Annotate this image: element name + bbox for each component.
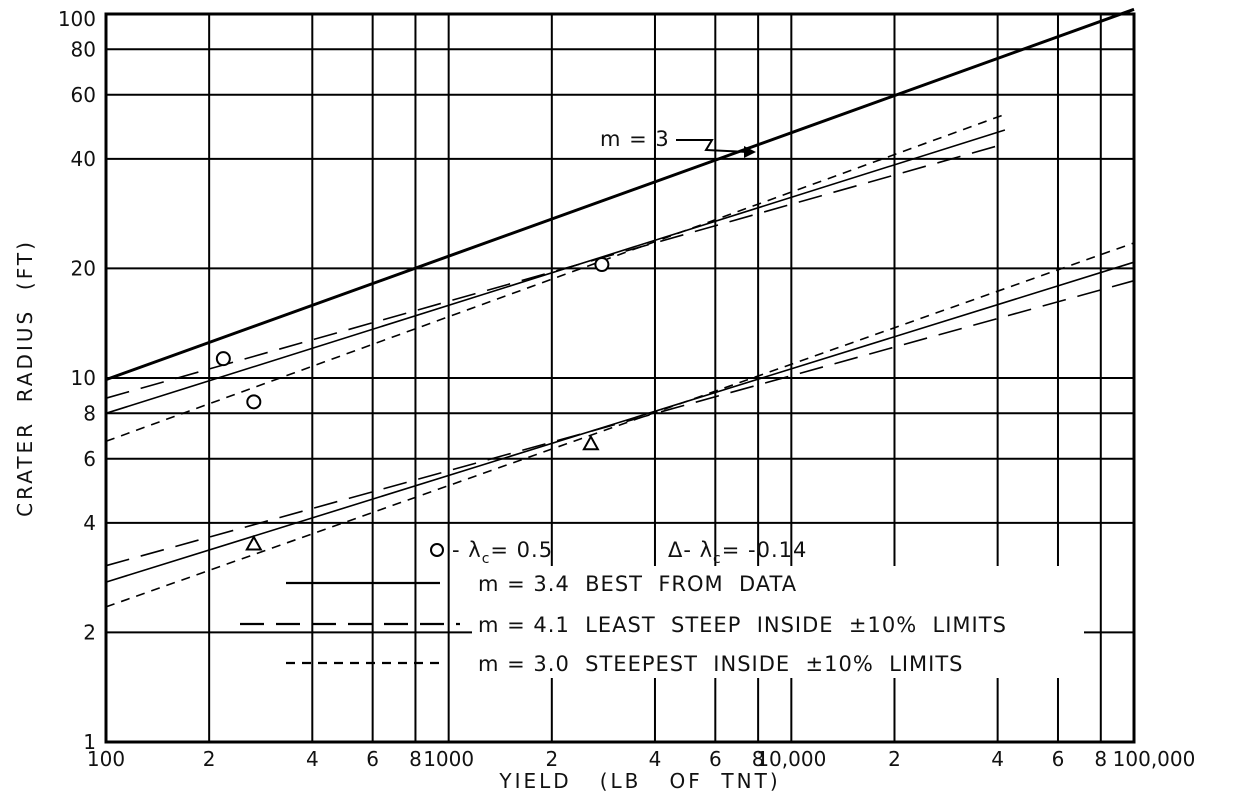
x-tick-label-14: 8 [1094, 747, 1107, 771]
legend-long-dash-text: m = 4.1 LEAST STEEP INSIDE ±10% LIMITS [478, 613, 1007, 637]
x-tick-label-2: 4 [306, 747, 319, 771]
point-triangle-4 [582, 434, 600, 451]
y-tick-label-7: 40 [71, 147, 96, 171]
x-tick-label-12: 4 [991, 747, 1004, 771]
series-line-2-long-dash [105, 143, 1006, 399]
legend-solid-text: m = 3.4 BEST FROM DATA [478, 572, 797, 596]
point-circle-2 [594, 257, 610, 273]
x-tick-label-10: 10,000 [756, 747, 826, 771]
legend-short-dash-text: m = 3.0 STEEPEST INSIDE ±10% LIMITS [478, 652, 964, 676]
legend-text-background [472, 566, 1084, 678]
y-tick-label-2: 4 [83, 511, 96, 535]
x-tick-label-13: 6 [1052, 747, 1065, 771]
series-lines [105, 7, 1135, 608]
x-tick-label-5: 1000 [423, 747, 474, 771]
point-circle-0 [215, 351, 231, 367]
x-axis-title: YIELD (LB OF TNT) [498, 769, 780, 793]
annotation-m3: m = 3 [600, 127, 670, 151]
y-tick-label-10: 100 [58, 7, 96, 31]
x-tick-label-11: 2 [888, 747, 901, 771]
y-tick-label-0: 1 [83, 730, 96, 754]
point-triangle-3 [245, 534, 263, 551]
x-tick-labels: 100 2 4 6 8 1000 2 4 6 810,000 2 4 6 8 100,000 [87, 747, 1195, 771]
plot-frame [104, 12, 1136, 744]
annotation-arrow [676, 139, 749, 153]
annotation-arrowhead [744, 146, 756, 158]
y-tick-label-9: 80 [71, 37, 96, 61]
series-line-0-solid [105, 7, 1135, 382]
x-tick-label-9: 8 [752, 747, 765, 771]
y-tick-label-8: 60 [71, 83, 96, 107]
x-tick-label-4: 8 [409, 747, 422, 771]
x-tick-label-15: 100,000 [1113, 747, 1196, 771]
y-tick-label-6: 20 [71, 256, 96, 280]
point-circle-1 [246, 394, 262, 410]
data-points [215, 257, 610, 551]
series-line-6-short-dash [105, 242, 1135, 608]
y-tick-labels: 1 2 4 6 8 10 20 40 60 80 100 [58, 7, 96, 754]
legend-circle-marker [430, 543, 444, 557]
x-tick-label-0: 100 [87, 747, 125, 771]
x-tick-label-1: 2 [203, 747, 216, 771]
y-axis-title: CRATER RADIUS (FT) [13, 239, 37, 517]
x-tick-label-3: 6 [366, 747, 379, 771]
y-tick-label-4: 8 [83, 401, 96, 425]
x-tick-label-8: 6 [709, 747, 722, 771]
series-line-4-solid [105, 261, 1135, 583]
x-tick-label-6: 2 [545, 747, 558, 771]
y-tick-label-1: 2 [83, 620, 96, 644]
y-tick-label-5: 10 [71, 366, 96, 390]
x-tick-label-7: 4 [649, 747, 662, 771]
series-line-1-solid [105, 129, 1006, 415]
y-tick-label-3: 6 [83, 447, 96, 471]
